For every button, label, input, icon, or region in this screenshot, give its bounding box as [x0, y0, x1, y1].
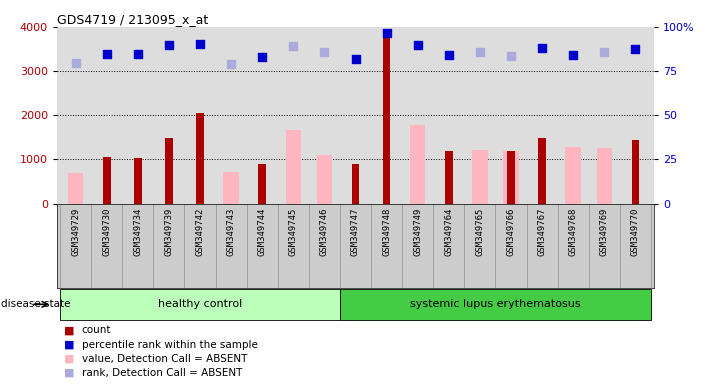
Point [132, 51, 144, 57]
Point [164, 42, 175, 48]
Text: ■: ■ [64, 354, 75, 364]
Text: count: count [82, 326, 111, 336]
Text: ■: ■ [64, 339, 75, 349]
Text: GSM349730: GSM349730 [102, 208, 111, 256]
Text: percentile rank within the sample: percentile rank within the sample [82, 339, 257, 349]
Point [599, 49, 610, 55]
Text: GSM349769: GSM349769 [600, 208, 609, 256]
Text: GSM349743: GSM349743 [227, 208, 235, 256]
Text: GSM349764: GSM349764 [444, 208, 454, 256]
Bar [472, 150, 488, 204]
Bar [134, 157, 141, 204]
Bar [503, 151, 519, 204]
Text: GSM349748: GSM349748 [382, 208, 391, 256]
Bar [223, 172, 239, 204]
Point [443, 52, 454, 58]
Text: ■: ■ [64, 368, 75, 378]
Bar [258, 164, 266, 204]
Point [567, 51, 579, 58]
Point [70, 60, 81, 66]
Text: GSM349734: GSM349734 [133, 208, 142, 256]
Text: disease state: disease state [1, 299, 71, 310]
Text: GSM349744: GSM349744 [257, 208, 267, 256]
Bar [196, 113, 204, 204]
Bar [352, 164, 359, 204]
Point [506, 53, 517, 59]
Text: GSM349739: GSM349739 [164, 208, 173, 256]
Text: healthy control: healthy control [158, 299, 242, 310]
Bar [410, 125, 425, 204]
Point [412, 41, 424, 48]
Bar [286, 130, 301, 204]
Bar [165, 138, 173, 204]
Bar [316, 154, 332, 204]
Text: GSM349766: GSM349766 [506, 208, 515, 256]
Point [257, 54, 268, 60]
Bar [538, 138, 546, 204]
Text: GSM349749: GSM349749 [413, 208, 422, 256]
Text: GSM349745: GSM349745 [289, 208, 298, 256]
Bar [383, 35, 390, 204]
Point [101, 51, 112, 57]
Point [381, 30, 392, 36]
Text: GSM349770: GSM349770 [631, 208, 640, 256]
Point [630, 46, 641, 52]
Text: GSM349767: GSM349767 [538, 208, 547, 256]
Text: GSM349768: GSM349768 [569, 208, 578, 256]
Text: rank, Detection Call = ABSENT: rank, Detection Call = ABSENT [82, 368, 242, 378]
Point [474, 50, 486, 56]
Text: GSM349747: GSM349747 [351, 208, 360, 256]
Text: systemic lupus erythematosus: systemic lupus erythematosus [410, 299, 581, 310]
Bar [445, 151, 453, 204]
Bar [597, 148, 612, 204]
Bar [631, 141, 639, 204]
Point [319, 49, 330, 55]
Bar [565, 147, 581, 204]
Text: GSM349742: GSM349742 [196, 208, 205, 256]
Text: GSM349765: GSM349765 [476, 208, 484, 256]
Text: ■: ■ [64, 326, 75, 336]
Bar [60, 289, 340, 320]
Text: GDS4719 / 213095_x_at: GDS4719 / 213095_x_at [57, 13, 208, 26]
Point [537, 45, 548, 51]
Text: GSM349746: GSM349746 [320, 208, 329, 256]
Point [287, 43, 299, 49]
Point [350, 56, 361, 62]
Bar [103, 157, 110, 204]
Point [225, 61, 237, 68]
Bar [507, 151, 515, 204]
Text: GSM349729: GSM349729 [71, 208, 80, 256]
Bar [340, 289, 651, 320]
Text: value, Detection Call = ABSENT: value, Detection Call = ABSENT [82, 354, 247, 364]
Bar [68, 174, 83, 204]
Point [194, 41, 205, 47]
